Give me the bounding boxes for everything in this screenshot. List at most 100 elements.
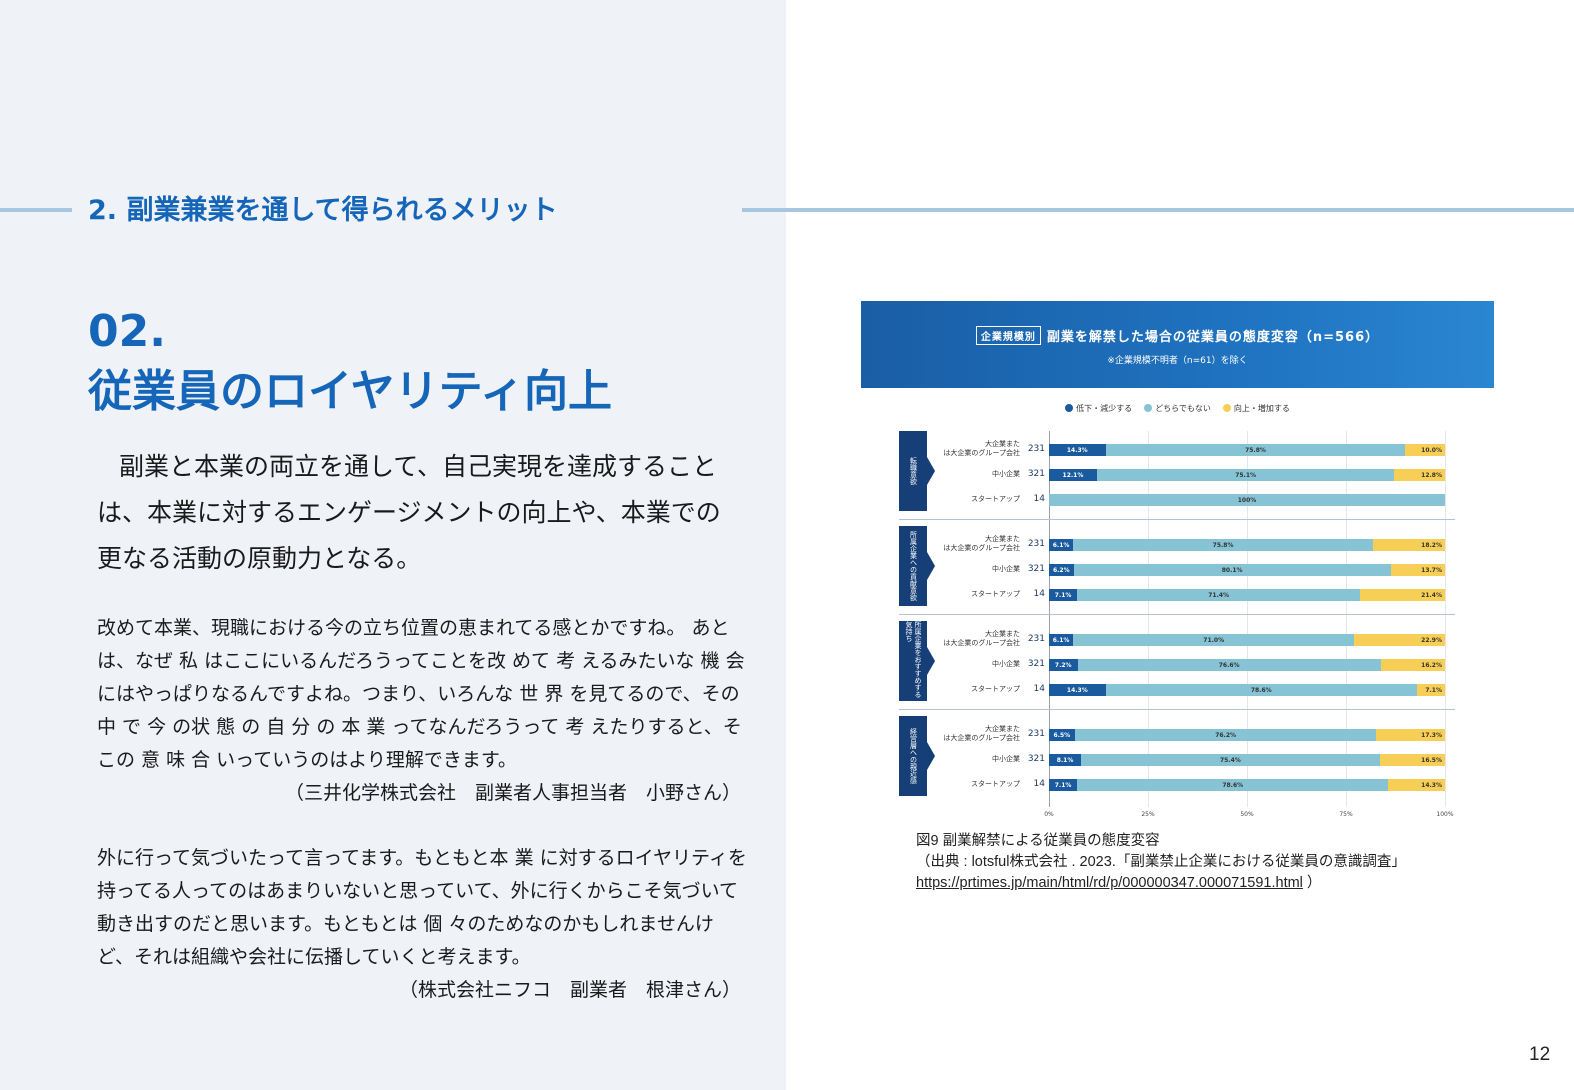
- row-category-label: 中小企業: [992, 660, 1020, 668]
- group-separator: [899, 709, 1455, 710]
- bar-segment: 13.7%: [1390, 564, 1445, 576]
- x-axis-tick: 50%: [1240, 811, 1254, 818]
- row-sample-size: 231: [1027, 444, 1045, 454]
- bar-segment: 16.5%: [1379, 754, 1445, 766]
- chart-grid: 0% 25% 50% 75% 100%: [1044, 431, 1454, 818]
- stacked-bar: 7.2% 76.6% 16.2%: [1049, 659, 1445, 671]
- row-category-label: 大企業また は大企業のグループ会社: [943, 630, 1020, 647]
- group-label-tab: 所属企業への貢献意欲: [899, 526, 935, 606]
- section-divider-right: [742, 208, 1574, 212]
- row-sample-size: 14: [1033, 684, 1045, 694]
- bar-segment: 6.1%: [1049, 634, 1074, 646]
- caption-source: （出典 : lotsful株式会社 . 2023.「副業禁止企業における従業員の…: [916, 854, 1406, 870]
- stacked-bar: 8.1% 75.4% 16.5%: [1049, 754, 1445, 766]
- page-number: 12: [1529, 1044, 1551, 1065]
- stacked-bar: 7.1% 78.6% 14.3%: [1049, 779, 1445, 791]
- stacked-bar: 14.3% 78.6% 7.1%: [1049, 684, 1445, 696]
- legend-label: 低下・減少する: [1076, 404, 1133, 413]
- gridline: [1445, 431, 1446, 807]
- bar-segment: 6.5%: [1049, 729, 1075, 741]
- stacked-bar: 100%: [1049, 494, 1445, 506]
- bar-segment: 6.1%: [1049, 539, 1074, 551]
- row-sample-size: 231: [1027, 729, 1045, 739]
- gridline: [1247, 431, 1248, 807]
- bar-segment: 75.4%: [1081, 754, 1380, 766]
- bar-segment: 18.2%: [1372, 539, 1445, 551]
- bar-segment: 14.3%: [1049, 684, 1106, 696]
- stacked-bar: 6.2% 80.1% 13.7%: [1049, 564, 1445, 576]
- section-divider-left: [0, 208, 72, 212]
- legend-dot-icon: [1222, 404, 1231, 412]
- bar-segment: 10.0%: [1405, 444, 1445, 456]
- bar-segment: 21.4%: [1360, 589, 1445, 601]
- gridline: [1148, 431, 1149, 807]
- bar-segment: 78.6%: [1077, 779, 1389, 791]
- group-label-tab: 所属企業をおすすめする気持ち: [899, 621, 935, 701]
- source-link[interactable]: https://prtimes.jp/main/html/rd/p/000000…: [916, 875, 1303, 891]
- stacked-bar: 12.1% 75.1% 12.8%: [1049, 469, 1445, 481]
- legend-item: 向上・増加する: [1222, 403, 1290, 414]
- lead-paragraph: 副業と本業の両立を通して、自己実現を達成することは、本業に対するエンゲージメント…: [97, 444, 737, 582]
- group-label-tab: 経営層への親近感: [899, 716, 935, 796]
- row-category-label: スタートアップ: [971, 495, 1020, 503]
- row-category-label: スタートアップ: [971, 590, 1020, 598]
- bar-segment: 7.1%: [1049, 589, 1078, 601]
- lead-text: 副業と本業の両立を通して、自己実現を達成することは、本業に対するエンゲージメント…: [97, 452, 721, 573]
- row-sample-size: 14: [1033, 779, 1045, 789]
- group-separator: [899, 614, 1455, 615]
- bar-segment: 75.1%: [1096, 469, 1395, 481]
- row-category-label: 大企業また は大企業のグループ会社: [943, 535, 1020, 552]
- row-category-label: 中小企業: [992, 565, 1020, 573]
- x-axis-tick: 75%: [1339, 811, 1353, 818]
- caption-close: ）: [1302, 875, 1322, 891]
- group-separator: [899, 519, 1455, 520]
- section-heading: 2. 副業兼業を通して得られるメリット: [88, 195, 558, 226]
- bar-segment: 76.6%: [1077, 659, 1381, 671]
- chart-banner: 企業規模別 副業を解禁した場合の従業員の態度変容（n=566） ※企業規模不明者（…: [861, 301, 1494, 388]
- row-sample-size: 321: [1027, 564, 1045, 574]
- quote-attribution: （三井化学株式会社 副業者人事担当者 小野さん）: [284, 782, 741, 804]
- bar-segment: 12.8%: [1394, 469, 1445, 481]
- bar-segment: 22.9%: [1354, 634, 1445, 646]
- legend-dot-icon: [1065, 404, 1074, 412]
- row-sample-size: 321: [1027, 469, 1045, 479]
- gridline: [1346, 431, 1347, 807]
- interview-quote: 外に行って気づいたって言ってます。もともと本 業 に対するロイヤリティを持ってる…: [97, 842, 747, 1007]
- stacked-bar: 7.1% 71.4% 21.4%: [1049, 589, 1445, 601]
- chart-subtitle: ※企業規模不明者（n=61）を除く: [1107, 356, 1248, 366]
- row-category-label: スタートアップ: [971, 780, 1020, 788]
- quote-attribution: （株式会社ニフコ 副業者 根津さん）: [398, 979, 741, 1001]
- chart-legend: 低下・減少する どちらでもない 向上・増加する: [861, 403, 1494, 414]
- stacked-bar: 14.3% 75.8% 10.0%: [1049, 444, 1445, 456]
- legend-label: 向上・増加する: [1233, 404, 1290, 413]
- bar-segment: 100%: [1049, 494, 1445, 506]
- row-category-label: 中小企業: [992, 470, 1020, 478]
- row-category-label: 大企業また は大企業のグループ会社: [943, 440, 1020, 457]
- legend-label: どちらでもない: [1155, 404, 1211, 413]
- chart-tag: 企業規模別: [975, 326, 1041, 345]
- figure-caption: 図9 副業解禁による従業員の態度変容 （出典 : lotsful株式会社 . 2…: [916, 831, 1406, 894]
- article-number: 02.: [88, 306, 166, 357]
- chart-title: 企業規模別 副業を解禁した場合の従業員の態度変容（n=566）: [861, 326, 1494, 345]
- bar-segment: 80.1%: [1073, 564, 1391, 576]
- article-title: 従業員のロイヤリティ向上: [88, 366, 613, 417]
- bar-segment: 71.4%: [1077, 589, 1361, 601]
- bar-segment: 75.8%: [1105, 444, 1406, 456]
- row-sample-size: 321: [1027, 754, 1045, 764]
- quote-text: 改めて本業、現職における今の立ち位置の恵まれてる感とかですね。 あとは、なぜ 私…: [97, 617, 745, 771]
- legend-dot-icon: [1144, 404, 1153, 412]
- bar-segment: 7.2%: [1049, 659, 1078, 671]
- bar-segment: 7.1%: [1416, 684, 1445, 696]
- bar-segment: 14.3%: [1388, 779, 1445, 791]
- stacked-bar-chart: 企業規模別 副業を解禁した場合の従業員の態度変容（n=566） ※企業規模不明者（…: [861, 301, 1494, 826]
- x-axis-tick: 100%: [1436, 811, 1454, 818]
- row-category-label: 中小企業: [992, 755, 1020, 763]
- y-axis-line: [1049, 431, 1050, 807]
- bar-segment: 12.1%: [1049, 469, 1097, 481]
- row-sample-size: 14: [1033, 589, 1045, 599]
- row-sample-size: 231: [1027, 539, 1045, 549]
- stacked-bar: 6.1% 71.0% 22.9%: [1049, 634, 1445, 646]
- bar-segment: 8.1%: [1049, 754, 1082, 766]
- bar-segment: 76.2%: [1074, 729, 1377, 741]
- x-axis-tick: 25%: [1141, 811, 1155, 818]
